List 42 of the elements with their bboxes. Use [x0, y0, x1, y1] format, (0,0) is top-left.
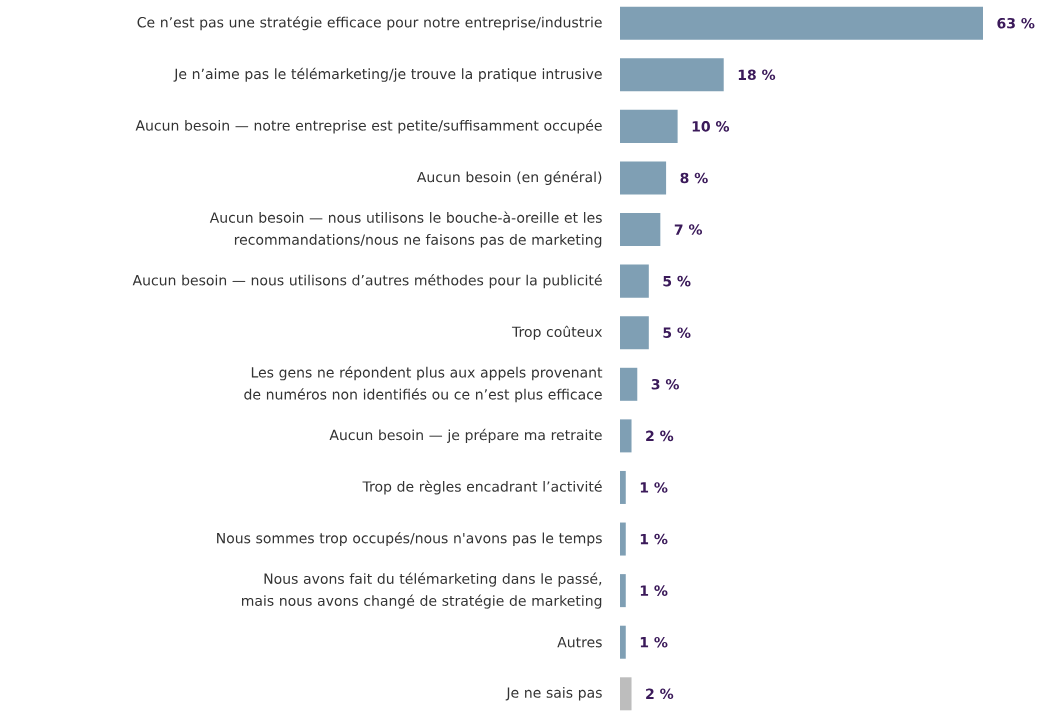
bar	[620, 6, 983, 40]
data-label: 5 %	[663, 327, 691, 339]
y-tick-label: Aucun besoin (en général)	[416, 170, 602, 186]
bar	[620, 367, 638, 401]
y-tick-label: Trop coûteux	[511, 325, 603, 340]
data-label: 2 %	[646, 688, 674, 700]
data-label: 1 %	[640, 533, 668, 545]
y-tick-label: Autres	[557, 637, 602, 648]
data-label: 1 %	[640, 585, 668, 596]
data-label: 2 %	[646, 430, 674, 442]
y-tick-label: Ce n’est pas une stratégie efficace pour notre entreprise/industrie	[137, 16, 602, 31]
data-label: 1 %	[640, 636, 668, 648]
data-label: 5 %	[663, 275, 691, 287]
y-tick-label: Aucun besoin — notre entreprise est petite/suffisamment occupée	[135, 119, 602, 134]
y-tick-label: Aucun besoin — nous utilisons le bouche-à-oreille et les recommandations/nous ne faisons pas de marketing	[209, 211, 602, 248]
y-tick-label: Aucun besoin — je prépare ma retraite	[329, 428, 602, 443]
bar	[620, 161, 667, 195]
y-tick-label: Je ne sais pas	[505, 687, 602, 701]
y-tick-label: Aucun besoin — nous utilisons d’autres méthodes pour la publicité	[132, 274, 602, 289]
data-label: 10 %	[692, 121, 730, 132]
bar	[620, 109, 678, 143]
bar	[620, 625, 626, 659]
bar	[620, 316, 649, 350]
data-label: 7 %	[674, 224, 703, 235]
y-tick-label: Je n’aime pas le télémarketing/je trouve la pratique intrusive	[173, 67, 602, 82]
y-tick-label: Trop de règles encadrant l’activité	[362, 480, 602, 495]
y-tick-label: Nous avons fait du télémarketing dans le passé, mais nous avons changé de stratégie de marketing	[242, 572, 602, 609]
bar	[620, 419, 632, 453]
bar	[620, 213, 661, 247]
y-tick-label: Les gens ne répondent plus aux appels provenant de numéros non identifiés ou ce n’est plus efficace	[244, 366, 603, 403]
bar	[620, 677, 632, 711]
data-label: 18 %	[738, 69, 776, 81]
y-tick-label: Nous sommes trop occupés/nous n'avons pas le temps	[217, 531, 602, 547]
bar	[620, 574, 626, 608]
bar	[620, 58, 724, 92]
data-label: 3 %	[651, 379, 679, 390]
bar	[620, 470, 626, 504]
data-label: 1 %	[640, 482, 668, 493]
bar	[620, 264, 649, 298]
data-label: 63 %	[997, 17, 1035, 29]
bar	[620, 522, 626, 556]
data-label: 8 %	[680, 172, 708, 184]
